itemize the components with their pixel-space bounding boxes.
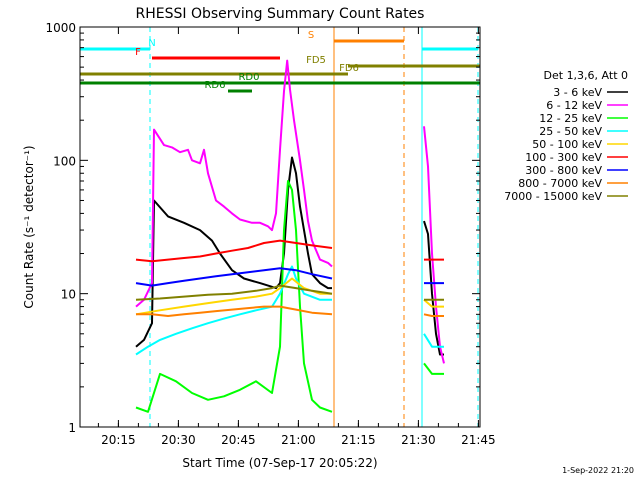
flag-label-rd0: RD0: [238, 72, 259, 83]
plot-frame: [79, 26, 481, 428]
chart-title: RHESSI Observing Summary Count Rates: [136, 6, 425, 22]
vertical-markers: [149, 27, 479, 427]
y-tick-label-3: 1000: [45, 21, 76, 35]
legend-label-3: 25 - 50 keV: [539, 125, 602, 138]
y-axis-label: Count Rate (s⁻¹ detector⁻¹): [22, 145, 36, 308]
series-line-0-0: [135, 156, 332, 348]
x-tick-label-3: 21:00: [281, 433, 316, 447]
series-line-1-1: [423, 126, 445, 364]
flag-label-fd6: FD6: [339, 63, 359, 74]
x-tick-label-1: 20:30: [161, 433, 196, 447]
axes: 20:15 20:30 20:45 21:00 21:15 21:30 21:45 1 10 10…: [45, 21, 495, 447]
flag-label-s: S: [308, 30, 314, 41]
x-tick-label-6: 21:45: [461, 433, 496, 447]
series-line-5-0: [135, 239, 333, 263]
series-line-0-1: [423, 220, 444, 356]
y-tick-label-1: 10: [61, 288, 76, 302]
legend-label-0: 3 - 6 keV: [553, 86, 602, 99]
legend-label-6: 300 - 800 keV: [525, 164, 602, 177]
flag-bars: N S F FD5 FD6 RD0 RD6: [80, 30, 480, 93]
flag-label-fd5: FD5: [306, 55, 326, 66]
legend-title: Det 1,3,6, Att 0: [544, 69, 628, 82]
y-tick-label-2: 100: [53, 154, 76, 168]
flag-label-n: N: [148, 38, 155, 49]
series-line-3-1: [423, 333, 444, 348]
legend-label-7: 800 - 7000 keV: [518, 177, 602, 190]
series-line-2-0: [135, 180, 333, 413]
x-tick-label-0: 20:15: [101, 433, 136, 447]
legend-label-4: 50 - 100 keV: [532, 138, 602, 151]
legend-label-5: 100 - 300 keV: [525, 151, 602, 164]
legend-label-1: 6 - 12 keV: [546, 99, 602, 112]
series-line-8-0: [135, 284, 333, 301]
x-tick-label-5: 21:30: [401, 433, 436, 447]
series-lines: [135, 59, 445, 413]
series-line-2-1: [423, 362, 444, 375]
x-tick-label-2: 20:45: [221, 433, 256, 447]
x-tick-label-4: 21:15: [341, 433, 376, 447]
x-axis-label: Start Time (07-Sep-17 20:05:22): [182, 456, 377, 470]
legend-label-8: 7000 - 15000 keV: [504, 190, 602, 203]
legend-label-2: 12 - 25 keV: [539, 112, 602, 125]
series-line-4-1: [423, 299, 444, 308]
plot-timestamp: 1-Sep-2022 21:20: [562, 466, 634, 475]
series-line-7-1: [423, 313, 444, 317]
series-line-7-0: [136, 305, 333, 317]
flag-label-f: F: [135, 47, 141, 58]
flag-label-rd6: RD6: [204, 80, 225, 91]
series-line-1-0: [135, 59, 333, 308]
y-tick-label-0: 1: [68, 421, 76, 435]
series-line-6-0: [135, 267, 333, 287]
